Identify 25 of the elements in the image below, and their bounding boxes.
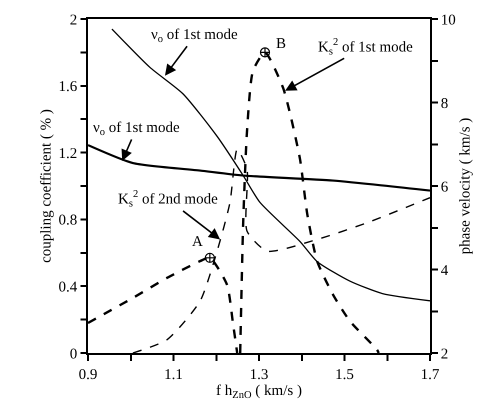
x-axis-title: f h$_{ZnO}$ ( km/s ) (216, 382, 302, 401)
x-tick-label: 1.1 (164, 366, 183, 383)
x-tick-label: 0.9 (78, 366, 98, 383)
y-tick-label: 2 (70, 12, 78, 28)
y-tick-label: 0.8 (58, 212, 78, 229)
annotation: K$_{s}$$^{2}$ of 2nd mode (118, 189, 218, 210)
annotation: ν$_{o}$ of 1st mode (93, 120, 180, 138)
y2-tick-label: 4 (440, 262, 449, 279)
annotation: K$_{s}$$^{2}$ of 1st mode (318, 37, 414, 58)
y2-tick-label: 8 (440, 96, 448, 112)
y-tick-label: 0 (70, 346, 78, 362)
x-tick-label: 1.7 (420, 366, 440, 383)
y-tick-label: 1.2 (58, 146, 78, 162)
x-tick-label: 1.3 (250, 366, 268, 383)
y2-tick-label: 6 (440, 179, 449, 196)
annotation: B (276, 36, 286, 52)
y2-axis-title: phase velocity ( km/s ) (457, 118, 474, 254)
x-tick-label: 1.5 (335, 366, 354, 383)
annotation: ν$_{o}$ of 1st mode (151, 27, 238, 46)
y-tick-label: 0.4 (58, 279, 78, 296)
y-tick-label: 1.6 (58, 79, 78, 96)
y-axis-title: coupling coefficient ( % ) (38, 109, 54, 263)
annotation: A (192, 234, 203, 250)
y2-tick-label: 10 (440, 12, 456, 28)
y2-tick-label: 2 (440, 346, 448, 362)
